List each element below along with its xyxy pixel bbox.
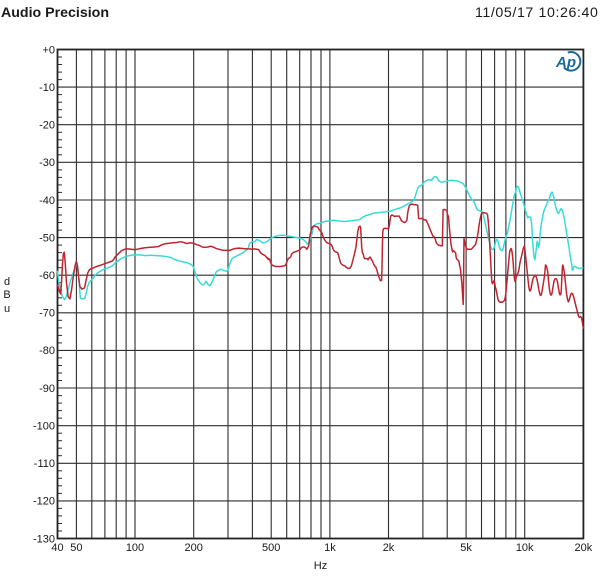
- svg-text:d: d: [4, 276, 10, 288]
- svg-text:-130: -130: [33, 533, 55, 545]
- svg-text:2k: 2k: [383, 542, 395, 554]
- svg-text:10k: 10k: [516, 542, 534, 554]
- svg-text:11/05/17 10:26:40: 11/05/17 10:26:40: [475, 5, 599, 21]
- svg-text:-110: -110: [34, 458, 55, 470]
- svg-text:-20: -20: [39, 120, 55, 132]
- svg-text:50: 50: [70, 542, 82, 554]
- svg-text:B: B: [3, 289, 10, 301]
- svg-text:-30: -30: [39, 157, 55, 169]
- svg-text:40: 40: [51, 542, 63, 554]
- svg-text:u: u: [4, 303, 10, 315]
- svg-text:-60: -60: [39, 270, 55, 282]
- svg-text:Audio Precision: Audio Precision: [1, 5, 109, 21]
- svg-text:200: 200: [185, 542, 203, 554]
- svg-text:-70: -70: [39, 308, 55, 320]
- svg-text:Hz: Hz: [314, 560, 327, 572]
- svg-text:100: 100: [126, 542, 144, 554]
- svg-text:500: 500: [262, 542, 280, 554]
- svg-text:Ap: Ap: [555, 54, 576, 71]
- svg-text:-80: -80: [39, 345, 55, 357]
- svg-text:-10: -10: [39, 82, 55, 94]
- svg-text:-90: -90: [39, 383, 55, 395]
- svg-text:-120: -120: [33, 496, 55, 508]
- svg-text:-50: -50: [39, 232, 55, 244]
- svg-text:-40: -40: [39, 195, 55, 207]
- svg-text:1k: 1k: [324, 542, 336, 554]
- svg-text:5k: 5k: [460, 542, 472, 554]
- svg-text:20k: 20k: [575, 542, 593, 554]
- svg-text:-100: -100: [33, 421, 55, 433]
- svg-text:+0: +0: [42, 44, 55, 56]
